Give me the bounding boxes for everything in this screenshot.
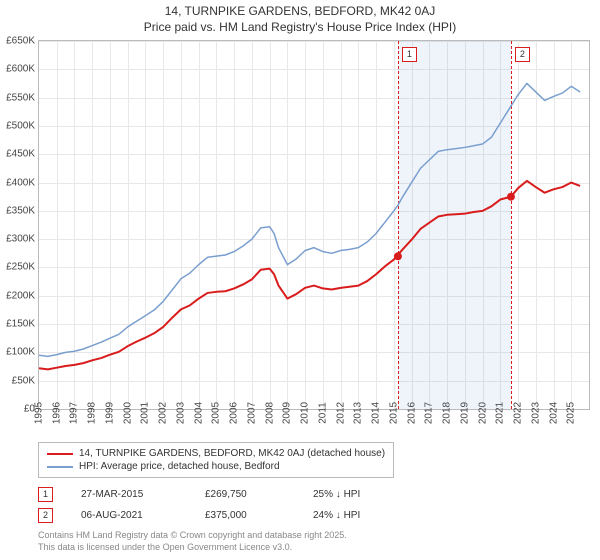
y-axis-label: £150K xyxy=(6,319,35,330)
legend-label: 14, TURNPIKE GARDENS, BEDFORD, MK42 0AJ … xyxy=(79,448,385,459)
transaction-hpi-diff: 25% ↓ HPI xyxy=(313,489,360,500)
sale-point-marker xyxy=(394,252,402,260)
attribution-line-1: Contains HM Land Registry data © Crown c… xyxy=(38,530,590,542)
y-axis-label: £350K xyxy=(6,205,35,216)
y-axis-label: £300K xyxy=(6,234,35,245)
y-axis-label: £100K xyxy=(6,347,35,358)
transaction-number-box: 1 xyxy=(38,487,53,502)
y-axis-label: £400K xyxy=(6,177,35,188)
y-axis-label: £50K xyxy=(12,375,35,386)
transaction-row: 2 06-AUG-2021 £375,000 24% ↓ HPI xyxy=(38,505,590,526)
legend-item: HPI: Average price, detached house, Bedf… xyxy=(47,460,385,473)
chart-legend: 14, TURNPIKE GARDENS, BEDFORD, MK42 0AJ … xyxy=(38,442,394,478)
legend-swatch xyxy=(47,466,73,468)
y-axis-label: £650K xyxy=(6,36,35,47)
chart-title-subtitle: Price paid vs. HM Land Registry's House … xyxy=(0,20,600,34)
transaction-price: £375,000 xyxy=(205,510,285,521)
transaction-hpi-diff: 24% ↓ HPI xyxy=(313,510,360,521)
legend-label: HPI: Average price, detached house, Bedf… xyxy=(79,461,280,472)
attribution-line-2: This data is licensed under the Open Gov… xyxy=(38,542,590,554)
attribution-footer: Contains HM Land Registry data © Crown c… xyxy=(38,530,590,553)
transaction-price: £269,750 xyxy=(205,489,285,500)
sale-point-marker xyxy=(507,193,515,201)
transaction-row: 1 27-MAR-2015 £269,750 25% ↓ HPI xyxy=(38,484,590,505)
series-line xyxy=(39,181,580,370)
legend-item: 14, TURNPIKE GARDENS, BEDFORD, MK42 0AJ … xyxy=(47,447,385,460)
y-axis-label: £500K xyxy=(6,120,35,131)
y-axis-label: £250K xyxy=(6,262,35,273)
transaction-date: 06-AUG-2021 xyxy=(81,510,177,521)
y-axis-label: £450K xyxy=(6,149,35,160)
series-line xyxy=(39,83,580,356)
chart-footer-region: 14, TURNPIKE GARDENS, BEDFORD, MK42 0AJ … xyxy=(38,442,590,553)
y-axis-label: £550K xyxy=(6,92,35,103)
transactions-table: 1 27-MAR-2015 £269,750 25% ↓ HPI 2 06-AUG-202… xyxy=(38,484,590,526)
transaction-date: 27-MAR-2015 xyxy=(81,489,177,500)
chart-title-address: 14, TURNPIKE GARDENS, BEDFORD, MK42 0AJ xyxy=(0,4,600,18)
legend-swatch xyxy=(47,453,73,455)
transaction-number-box: 2 xyxy=(38,508,53,523)
y-axis-label: £600K xyxy=(6,64,35,75)
y-axis-label: £200K xyxy=(6,290,35,301)
chart-title-block: 14, TURNPIKE GARDENS, BEDFORD, MK42 0AJ … xyxy=(0,0,600,34)
chart-plot-area: £0£50K£100K£150K£200K£250K£300K£350K£400… xyxy=(38,40,590,410)
